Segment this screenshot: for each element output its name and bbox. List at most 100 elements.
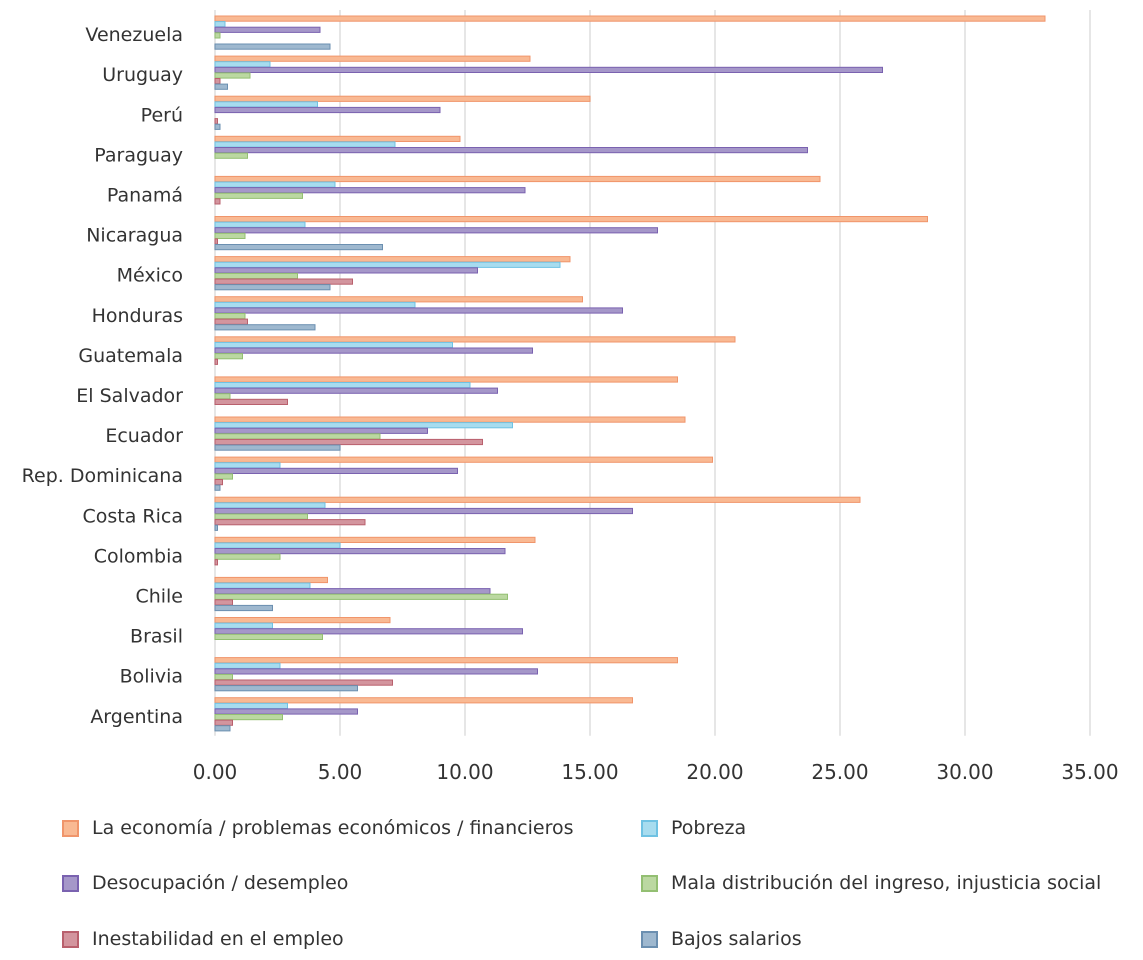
bar [214,502,326,509]
bar [214,633,323,640]
legend-item: Bajos salarios [641,928,802,950]
bar [214,181,336,188]
bar [214,553,281,560]
bar [214,221,306,228]
category-label: Colombia [94,545,183,567]
x-tick-label: 30.00 [936,760,993,784]
bar [214,719,233,726]
bar [214,261,561,268]
bar [214,536,536,543]
bar [214,32,221,39]
x-tick-label: 20.00 [686,760,743,784]
category-label: Costa Rica [83,505,184,527]
bar [214,358,218,365]
category-label: México [117,265,183,287]
bar [214,467,458,474]
category-label: Rep. Dominicana [22,465,183,487]
bar [214,387,498,394]
bar [214,55,531,62]
bar [214,422,513,429]
bar [214,496,861,503]
category-label: Honduras [92,305,183,327]
bar [214,278,353,285]
bar [214,628,523,635]
bar [214,507,633,515]
bar [214,152,248,159]
x-tick-label: 0.00 [193,760,238,784]
bar [214,118,218,125]
bar [214,15,1046,22]
bar [214,256,571,263]
category-label: Brasil [130,626,183,648]
x-tick-label: 10.00 [436,760,493,784]
bar [214,685,358,692]
legend-label: Pobreza [671,817,747,839]
category-label: Venezuela [85,24,183,46]
bar [214,101,318,108]
legend-swatch [62,874,79,892]
bar [214,244,383,251]
bar [214,238,218,245]
bar [214,78,221,85]
bar [214,147,808,154]
bar [214,21,226,28]
bar [214,576,328,584]
bar [214,336,736,343]
bar [214,456,713,463]
bar [214,135,461,143]
category-label: Ecuador [105,425,183,447]
bar [214,479,223,486]
x-tick-label: 15.00 [561,760,618,784]
bar [214,353,243,360]
bar [214,83,228,90]
bar [214,227,658,234]
bar [214,433,381,440]
bar [214,187,526,194]
category-label: Bolivia [120,666,183,688]
bar [214,519,366,526]
bar [214,192,303,199]
bar [214,26,321,33]
legend-item: Mala distribución del ingreso, injustici… [641,872,1101,894]
bar [214,438,483,446]
bar [214,513,308,520]
bar-chart: Venezuela Uruguay Perú Paraguay Panamá Nicara… [22,10,1119,784]
bar [214,657,678,664]
bar [214,673,233,681]
bars [214,15,1046,732]
bar [214,216,928,223]
x-axis-tick-labels: 0.00 5.00 10.00 15.00 20.00 25.00 30.00 35.00 [193,760,1119,784]
x-tick-label: 35.00 [1061,760,1118,784]
bar [214,398,288,405]
bar [214,318,248,325]
bar [214,141,396,148]
legend-item: Pobreza [641,817,746,839]
bar [214,473,233,480]
bar [214,95,591,102]
bar [214,198,221,205]
bar [214,444,341,451]
bar [214,267,478,274]
bar [214,324,316,331]
bar [214,548,506,555]
legend-swatch [641,819,658,837]
bar [214,668,538,675]
legend-item: Desocupación / desempleo [62,872,348,894]
bar [214,416,686,423]
legend-swatch [641,930,658,948]
bar [214,341,453,349]
legend-swatch [62,930,79,948]
bar [214,347,533,354]
bar [214,376,678,383]
bar [214,599,233,606]
bar [214,559,218,566]
bar [214,662,281,669]
category-label: El Salvador [76,385,183,407]
category-label: Paraguay [94,144,183,166]
legend-swatch [641,874,658,892]
bar [214,232,246,240]
bar [214,296,583,303]
category-label: Panamá [107,184,183,206]
bar [214,542,341,549]
legend-label: Inestabilidad en el empleo [92,928,344,950]
